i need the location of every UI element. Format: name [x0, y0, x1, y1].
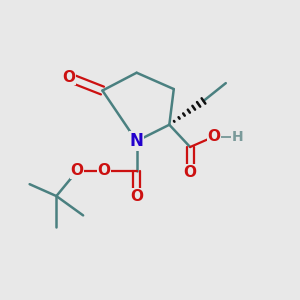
- Text: N: N: [130, 132, 144, 150]
- Text: O: O: [98, 163, 110, 178]
- Text: O: O: [207, 129, 220, 144]
- Text: H: H: [232, 130, 244, 144]
- Text: O: O: [184, 165, 196, 180]
- Text: O: O: [130, 189, 143, 204]
- Text: O: O: [71, 163, 84, 178]
- Text: O: O: [62, 70, 75, 85]
